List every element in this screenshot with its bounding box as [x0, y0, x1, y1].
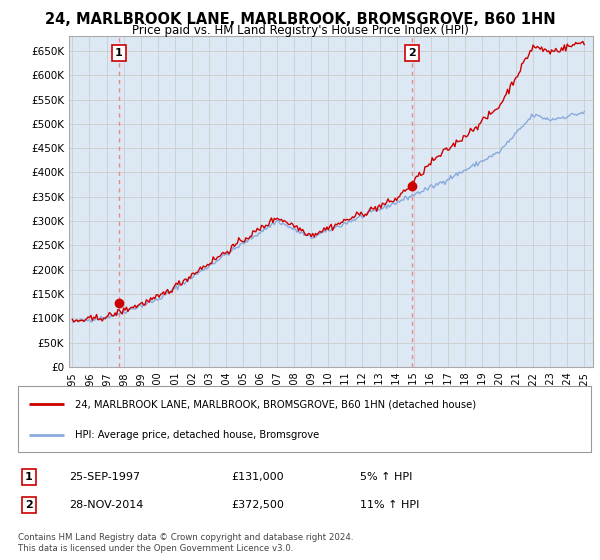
Text: HPI: Average price, detached house, Bromsgrove: HPI: Average price, detached house, Brom… — [76, 430, 320, 440]
Text: 1: 1 — [25, 472, 32, 482]
Text: 1: 1 — [115, 48, 123, 58]
Text: Contains HM Land Registry data © Crown copyright and database right 2024.
This d: Contains HM Land Registry data © Crown c… — [18, 533, 353, 553]
Text: 2: 2 — [408, 48, 416, 58]
FancyBboxPatch shape — [18, 386, 591, 452]
Text: 11% ↑ HPI: 11% ↑ HPI — [360, 500, 419, 510]
Text: 28-NOV-2014: 28-NOV-2014 — [69, 500, 143, 510]
Text: £131,000: £131,000 — [231, 472, 284, 482]
Text: 2: 2 — [25, 500, 32, 510]
Text: 24, MARLBROOK LANE, MARLBROOK, BROMSGROVE, B60 1HN: 24, MARLBROOK LANE, MARLBROOK, BROMSGROV… — [44, 12, 556, 27]
Text: £372,500: £372,500 — [231, 500, 284, 510]
Text: 24, MARLBROOK LANE, MARLBROOK, BROMSGROVE, B60 1HN (detached house): 24, MARLBROOK LANE, MARLBROOK, BROMSGROV… — [76, 399, 476, 409]
Text: 5% ↑ HPI: 5% ↑ HPI — [360, 472, 412, 482]
Text: 25-SEP-1997: 25-SEP-1997 — [69, 472, 140, 482]
Text: Price paid vs. HM Land Registry's House Price Index (HPI): Price paid vs. HM Land Registry's House … — [131, 24, 469, 36]
